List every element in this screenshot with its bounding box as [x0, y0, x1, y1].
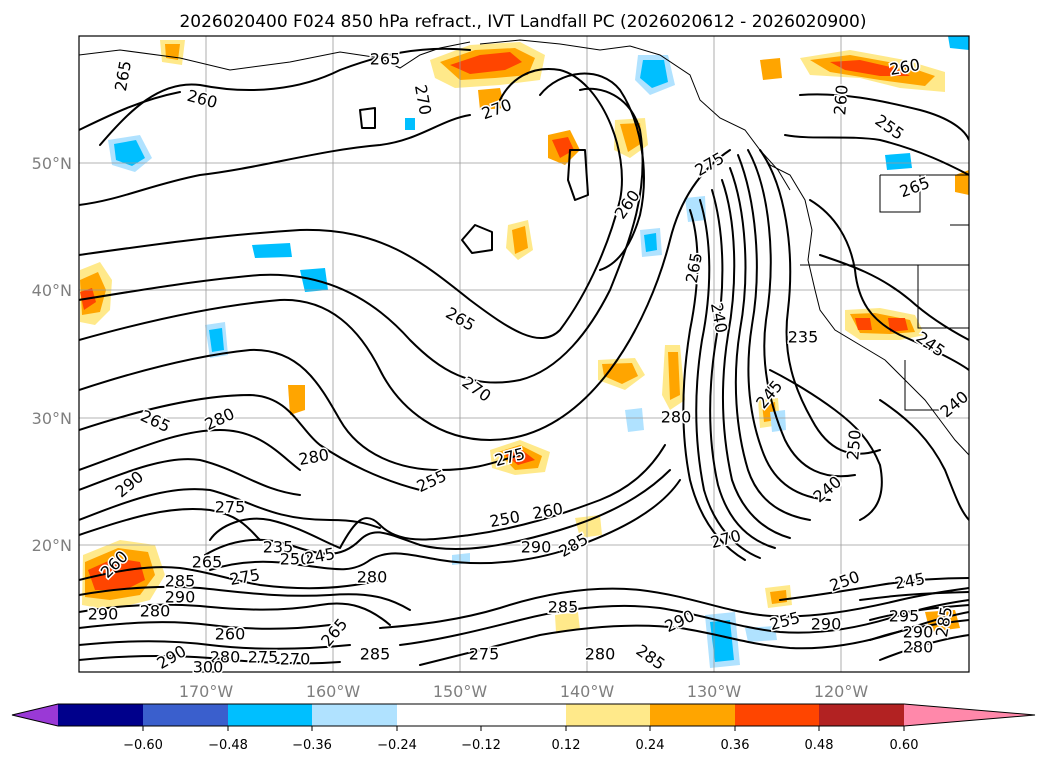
lat-label-50n: 50°N — [32, 154, 72, 173]
latitude-labels: 50°N 40°N 30°N 20°N — [32, 154, 72, 555]
lon-label-120w: 120°W — [814, 682, 869, 701]
lon-label-170w: 170°W — [179, 682, 234, 701]
lat-label-20n: 20°N — [32, 536, 72, 555]
colorbar-segment — [735, 704, 819, 726]
contour-label: 285 — [165, 572, 196, 591]
contour-label: 270 — [280, 650, 311, 669]
contour-label: 280 — [357, 568, 388, 587]
contour-label: 285 — [548, 598, 579, 617]
colorbar-segment — [397, 704, 481, 726]
contour-label: 250 — [280, 550, 311, 569]
contour-label: 290 — [521, 538, 552, 557]
contour-label: 275 — [248, 648, 279, 667]
colorbar-outline — [11, 703, 1036, 727]
colorbar-segment — [312, 704, 397, 726]
colorbar-tick-label: −0.24 — [377, 738, 417, 753]
contour-label: 290 — [903, 623, 934, 642]
colorbar: −0.60 −0.48 −0.36 −0.24 −0.12 0.12 0.24 0.36 0.4… — [11, 703, 1036, 753]
lon-label-140w: 140°W — [560, 682, 615, 701]
contour-label: 275 — [215, 498, 246, 517]
contour-label: 290 — [88, 605, 119, 624]
colorbar-extend-min — [12, 704, 58, 726]
colorbar-segment — [566, 704, 650, 726]
lat-label-30n: 30°N — [32, 409, 72, 428]
colorbar-segment — [228, 704, 312, 726]
colorbar-tick-label: 0.48 — [805, 738, 834, 753]
contour-label: 260 — [215, 625, 246, 644]
contour-label: 285 — [360, 645, 391, 664]
map-title: 2026020400 F024 850 hPa refract., IVT La… — [179, 12, 866, 32]
colorbar-segment — [481, 704, 566, 726]
colorbar-ticks: −0.60 −0.48 −0.36 −0.24 −0.12 0.12 0.24 0.36 0.4… — [123, 726, 918, 753]
contour-label: 280 — [661, 408, 692, 427]
colorbar-segment — [819, 704, 904, 726]
contour-label: 280 — [585, 645, 616, 664]
colorbar-segment — [650, 704, 735, 726]
colorbar-tick-label: −0.60 — [123, 738, 163, 753]
longitude-labels: 170°W 160°W 150°W 140°W 130°W 120°W — [179, 682, 869, 701]
contour-label: 295 — [889, 607, 920, 626]
lon-label-150w: 150°W — [433, 682, 488, 701]
colorbar-extend-max — [904, 704, 1035, 726]
colorbar-tick-label: −0.12 — [461, 738, 501, 753]
colorbar-tick-label: −0.48 — [208, 738, 248, 753]
contour-label: 280 — [140, 602, 171, 621]
lon-label-160w: 160°W — [306, 682, 361, 701]
contour-label: 250 — [843, 429, 865, 461]
colorbar-tick-label: 0.24 — [636, 738, 665, 753]
contour-label: 290 — [811, 615, 842, 634]
contour-label: 265 — [192, 553, 223, 572]
contour-label: 265 — [370, 50, 401, 69]
contour-label: 290 — [165, 588, 196, 607]
contour-label: 300 — [193, 658, 224, 677]
contour-label: 280 — [903, 638, 934, 657]
colorbar-tick-label: 0.36 — [721, 738, 750, 753]
colorbar-tick-label: 0.12 — [552, 738, 581, 753]
colorbar-segment — [143, 704, 228, 726]
coastlines — [79, 39, 969, 456]
contour-label: 275 — [469, 645, 500, 664]
lon-label-130w: 130°W — [687, 682, 742, 701]
colorbar-tick-label: −0.36 — [292, 738, 332, 753]
contour-label: 235 — [263, 538, 294, 557]
colorbar-tick-label: 0.60 — [890, 738, 919, 753]
contour-label: 280 — [210, 648, 241, 667]
lat-label-40n: 40°N — [32, 281, 72, 300]
map-frame — [78, 35, 970, 673]
colorbar-segment — [58, 704, 143, 726]
contour-label: 235 — [788, 328, 819, 347]
contour-label: 265 — [111, 59, 135, 92]
contour-label: 260 — [830, 84, 852, 116]
refractivity-contours — [79, 47, 969, 666]
